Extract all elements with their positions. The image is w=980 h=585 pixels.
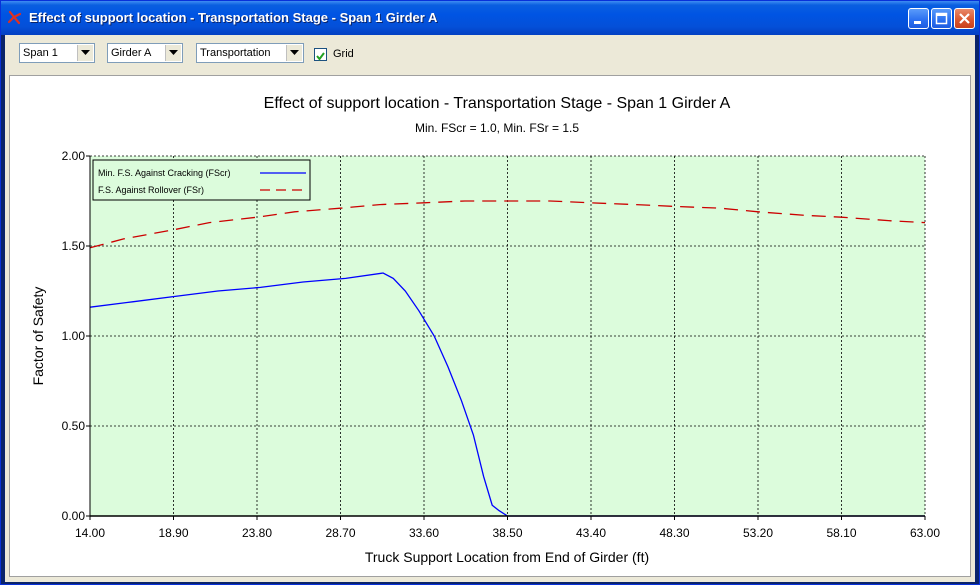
y-axis-label: Factor of Safety bbox=[30, 287, 46, 386]
grid-checkbox[interactable] bbox=[314, 48, 327, 61]
x-tick-labels: 14.00 18.90 23.80 28.70 33.60 38.50 43.40 48.30… bbox=[75, 516, 940, 540]
y-tick-label: 2.00 bbox=[62, 149, 86, 163]
client-area: Span 1 Girder A Transportation Grid Effe… bbox=[5, 35, 975, 582]
y-tick-labels: 0.00 0.50 1.00 1.50 2.00 bbox=[62, 149, 90, 523]
stage-select-value: Transportation bbox=[200, 47, 271, 59]
x-tick-label: 33.60 bbox=[409, 526, 439, 540]
y-tick-label: 1.50 bbox=[62, 239, 86, 253]
span-select-value: Span 1 bbox=[23, 47, 58, 59]
x-tick-label: 58.10 bbox=[826, 526, 856, 540]
x-tick-label: 38.50 bbox=[492, 526, 522, 540]
y-tick-label: 1.00 bbox=[62, 329, 86, 343]
y-tick-label: 0.00 bbox=[62, 509, 86, 523]
x-tick-label: 48.30 bbox=[659, 526, 689, 540]
app-icon bbox=[7, 10, 23, 26]
checkmark-icon bbox=[316, 52, 325, 61]
chevron-down-icon[interactable] bbox=[77, 45, 93, 61]
x-tick-label: 28.70 bbox=[325, 526, 355, 540]
chevron-down-icon[interactable] bbox=[165, 45, 181, 61]
minimize-icon bbox=[914, 21, 921, 24]
maximize-button[interactable] bbox=[931, 8, 952, 29]
legend-label: Min. F.S. Against Cracking (FScr) bbox=[98, 168, 231, 178]
girder-select[interactable]: Girder A bbox=[107, 43, 183, 63]
title-bar[interactable]: Effect of support location - Transportat… bbox=[1, 1, 979, 35]
legend: Min. F.S. Against Cracking (FScr) F.S. A… bbox=[92, 159, 311, 201]
x-tick-label: 63.00 bbox=[910, 526, 940, 540]
x-tick-label: 43.40 bbox=[576, 526, 606, 540]
chart-title: Effect of support location - Transportat… bbox=[264, 95, 731, 112]
x-tick-label: 18.90 bbox=[158, 526, 188, 540]
legend-label: F.S. Against Rollover (FSr) bbox=[98, 185, 204, 195]
grid-lines bbox=[90, 155, 926, 516]
chart: Effect of support location - Transportat… bbox=[30, 95, 940, 565]
close-button[interactable] bbox=[954, 8, 975, 29]
maximize-icon bbox=[935, 12, 948, 25]
girder-select-value: Girder A bbox=[111, 47, 152, 59]
legend-box bbox=[92, 159, 311, 201]
toolbar: Span 1 Girder A Transportation Grid bbox=[5, 35, 975, 73]
x-axis-label: Truck Support Location from End of Girde… bbox=[365, 549, 649, 565]
chart-panel: Effect of support location - Transportat… bbox=[9, 75, 971, 577]
x-tick-label: 53.20 bbox=[743, 526, 773, 540]
stage-select[interactable]: Transportation bbox=[196, 43, 304, 63]
chevron-down-icon[interactable] bbox=[286, 45, 302, 61]
x-tick-label: 23.80 bbox=[242, 526, 272, 540]
close-icon bbox=[959, 13, 970, 24]
chart-subtitle: Min. FScr = 1.0, Min. FSr = 1.5 bbox=[415, 121, 579, 135]
window-title: Effect of support location - Transportat… bbox=[29, 10, 438, 25]
x-tick-label: 14.00 bbox=[75, 526, 105, 540]
y-tick-label: 0.50 bbox=[62, 419, 86, 433]
minimize-button[interactable] bbox=[908, 8, 929, 29]
series-line-fsr bbox=[89, 200, 926, 249]
grid-checkbox-label[interactable]: Grid bbox=[333, 48, 354, 60]
span-select[interactable]: Span 1 bbox=[19, 43, 95, 63]
